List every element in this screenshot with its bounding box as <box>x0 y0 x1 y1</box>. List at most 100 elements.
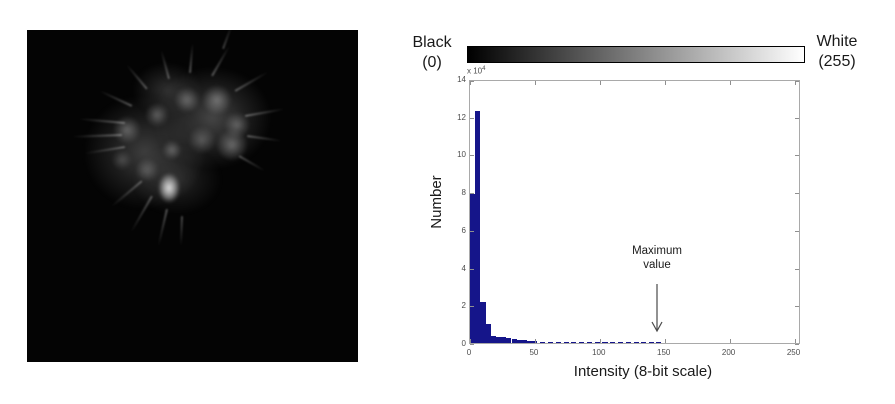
fluorescence-micrograph <box>27 30 358 362</box>
y-tick-label: 12 <box>457 112 466 122</box>
cell-texture-patch <box>135 158 159 182</box>
histogram-bar <box>485 324 491 343</box>
histogram-bar <box>586 342 592 343</box>
x-tick-mark <box>794 81 796 85</box>
histogram-bar <box>490 336 496 343</box>
histogram-bar <box>571 342 577 343</box>
y-axis-exponent-label: x 104 <box>467 66 486 76</box>
histogram-bar <box>649 342 655 343</box>
histogram-bar <box>506 337 512 343</box>
y-tick-mark <box>470 268 474 270</box>
histogram-bar <box>579 342 585 343</box>
white-label-text: White <box>816 33 858 50</box>
y-tick-mark <box>795 230 799 232</box>
histogram-bar <box>496 337 502 343</box>
x-tick-label: 200 <box>721 348 736 357</box>
cell-texture-patch <box>113 116 141 144</box>
plot-area <box>469 80 800 345</box>
x-axis-label: Intensity (8-bit scale) <box>573 363 713 380</box>
x-tick-mark <box>470 81 471 85</box>
histogram-bar <box>480 301 486 343</box>
y-tick-label: 10 <box>457 150 466 160</box>
histogram-bar <box>555 342 561 343</box>
annotation-line1: Maximum <box>632 245 682 257</box>
filopodium <box>238 155 266 172</box>
white-value-text: (255) <box>818 53 856 70</box>
annotation-line2: value <box>643 259 671 271</box>
intensity-histogram: x 104 Number Intensity (8-bit scale) Max… <box>428 66 800 380</box>
black-scale-label: Black (0) <box>401 33 463 73</box>
y-tick-mark <box>470 81 474 82</box>
black-label-text: Black <box>412 34 452 51</box>
down-arrow-icon <box>651 284 663 333</box>
x-tick-label: 150 <box>657 348 671 357</box>
x-tick-mark <box>534 81 536 85</box>
bright-spot <box>158 173 180 203</box>
cell-texture-patch <box>202 85 232 115</box>
white-scale-label: White (255) <box>806 32 868 72</box>
y-tick-mark <box>795 344 799 345</box>
y-tick-mark <box>470 155 474 157</box>
cell-texture-patch <box>216 129 248 161</box>
histogram-bar <box>563 342 569 343</box>
histogram-bar <box>618 342 624 343</box>
histogram-bar <box>625 342 631 343</box>
x-tick-mark <box>729 339 731 343</box>
y-tick-mark <box>795 268 799 270</box>
cell-texture-patch <box>188 126 216 154</box>
y-tick-mark <box>795 117 799 119</box>
x-tick-mark <box>599 339 601 343</box>
cell-texture-patch <box>162 140 182 160</box>
histogram-bar <box>540 342 546 343</box>
y-tick-label: 0 <box>461 339 466 348</box>
x-tick-label: 250 <box>786 348 801 357</box>
histogram-bar <box>655 342 661 343</box>
y-tick-mark <box>470 117 474 119</box>
y-tick-mark <box>795 81 799 82</box>
grayscale-gradient-bar <box>467 46 805 63</box>
histogram-bar <box>527 340 533 343</box>
histogram-bar <box>501 337 507 343</box>
y-tick-mark <box>470 230 474 232</box>
cell-texture-patch <box>112 150 132 170</box>
maximum-value-annotation: Maximum value <box>582 244 732 272</box>
x-tick-mark <box>664 339 666 343</box>
x-tick-mark <box>599 81 601 85</box>
y-tick-mark <box>470 193 474 195</box>
x-tick-mark <box>534 339 536 343</box>
x-tick-label: 50 <box>529 348 539 357</box>
x-tick-label: 100 <box>592 348 606 357</box>
black-value-text: (0) <box>422 54 442 71</box>
x-tick-mark <box>664 81 666 85</box>
filopodium <box>179 215 183 247</box>
y-tick-mark <box>795 306 799 308</box>
histogram-bar <box>547 342 554 343</box>
y-tick-mark <box>470 306 474 308</box>
cell-body-blob <box>83 94 207 210</box>
cell-body-blob <box>152 66 272 170</box>
x-tick-mark <box>794 339 796 343</box>
histogram-bar <box>511 338 517 343</box>
y-tick-label: 4 <box>461 263 466 273</box>
y-tick-mark <box>470 344 474 345</box>
histogram-bar <box>475 111 481 343</box>
histogram-bar <box>470 194 476 343</box>
cell-cluster <box>27 30 358 362</box>
histogram-bar <box>641 342 647 343</box>
cell-texture-patch <box>145 103 169 127</box>
cell-body-blob <box>132 62 202 118</box>
cell-texture-patch <box>174 87 200 113</box>
x-tick-label: 0 <box>466 348 472 357</box>
y-tick-mark <box>795 193 799 195</box>
y-tick-mark <box>795 155 799 157</box>
x-tick-mark <box>729 81 731 85</box>
histogram-bar <box>594 342 600 343</box>
filopodium <box>157 208 168 247</box>
histogram-bar <box>633 342 639 343</box>
y-tick-label: 6 <box>461 225 466 235</box>
histogram-bar <box>516 339 522 343</box>
histogram-bar <box>521 340 528 343</box>
x-tick-mark <box>470 339 471 343</box>
y-tick-label: 8 <box>461 188 466 198</box>
